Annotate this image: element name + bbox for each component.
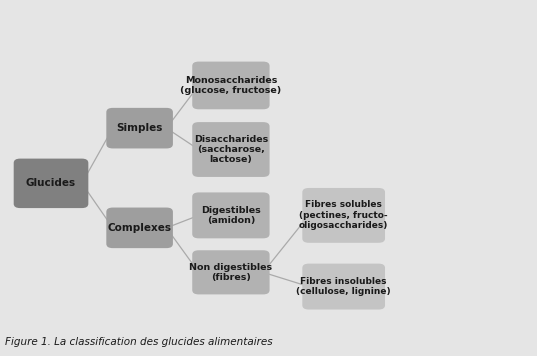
Text: Fibres insolubles
(cellulose, lignine): Fibres insolubles (cellulose, lignine) [296,277,391,296]
Text: Non digestibles
(fibres): Non digestibles (fibres) [190,263,272,282]
FancyBboxPatch shape [192,192,270,239]
FancyBboxPatch shape [14,159,88,208]
Text: Monosaccharides
(glucose, fructose): Monosaccharides (glucose, fructose) [180,76,281,95]
Text: Figure 1. La classification des glucides alimentaires: Figure 1. La classification des glucides… [5,337,273,347]
FancyBboxPatch shape [192,122,270,177]
Text: Fibres solubles
(pectines, fructo-
oligosaccharides): Fibres solubles (pectines, fructo- oligo… [299,200,388,230]
FancyBboxPatch shape [192,250,270,294]
Text: Glucides: Glucides [26,178,76,188]
Text: Complexes: Complexes [107,223,172,233]
Text: Disaccharides
(saccharose,
lactose): Disaccharides (saccharose, lactose) [194,135,268,164]
Text: Simples: Simples [117,123,163,133]
FancyBboxPatch shape [106,208,173,248]
FancyBboxPatch shape [192,62,270,109]
Text: Digestibles
(amidon): Digestibles (amidon) [201,206,261,225]
FancyBboxPatch shape [302,263,385,309]
FancyBboxPatch shape [302,188,385,243]
FancyBboxPatch shape [106,108,173,148]
